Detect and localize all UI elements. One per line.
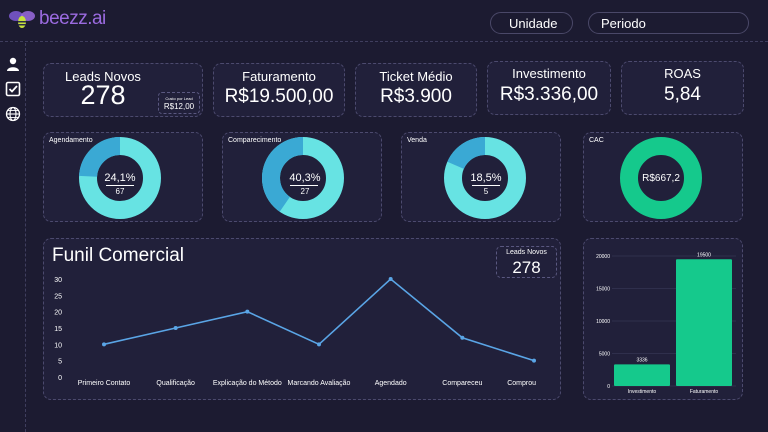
custo-por-lead-box: Custo por Lead R$12,00 bbox=[158, 92, 200, 114]
donut-slice[interactable] bbox=[79, 137, 161, 219]
donut-title: Agendamento bbox=[49, 137, 93, 144]
periodo-filter[interactable]: Periodo bbox=[588, 12, 749, 34]
donut-pct: 40,3% bbox=[289, 172, 321, 184]
funnel-data-point[interactable] bbox=[460, 335, 465, 340]
funnel-data-point[interactable] bbox=[102, 342, 106, 347]
unidade-filter[interactable]: Unidade bbox=[490, 12, 573, 34]
brand-name: beezz.ai bbox=[39, 8, 106, 29]
donut-divider bbox=[290, 185, 318, 186]
donut-card-venda: Venda 18,5% 5 bbox=[401, 132, 561, 222]
y-tick-label: 0 bbox=[58, 375, 62, 382]
kpi-investimento-card: Investimento R$3.336,00 bbox=[487, 61, 611, 115]
y-tick-label: 5 bbox=[58, 359, 62, 366]
bar[interactable] bbox=[614, 364, 670, 386]
donut-pct: 24,1% bbox=[104, 172, 136, 184]
kpi-faturamento-title: Faturamento bbox=[242, 69, 316, 84]
bar-chart-card: 0 5000 10000 15000 20000 3336 Investimento 1950… bbox=[583, 238, 743, 400]
checklist-icon[interactable] bbox=[5, 81, 21, 97]
kpi-roas-title: ROAS bbox=[664, 66, 701, 81]
funnel-data-point[interactable] bbox=[245, 309, 250, 314]
bee-logo-icon bbox=[9, 11, 35, 28]
donut-count: 67 bbox=[115, 187, 125, 196]
y-tick-label: 5000 bbox=[599, 352, 610, 358]
y-tick-label: 15 bbox=[54, 326, 62, 333]
donut-slice[interactable] bbox=[444, 137, 526, 219]
y-tick-label: 10000 bbox=[596, 319, 610, 325]
kpi-ticket-title: Ticket Médio bbox=[379, 69, 453, 84]
donut-chart-agendamento bbox=[79, 137, 161, 219]
x-tick-label: Agendado bbox=[375, 380, 407, 387]
donut-title: Comparecimento bbox=[228, 137, 282, 144]
unidade-label: Unidade bbox=[509, 15, 558, 31]
donut-chart-venda bbox=[444, 137, 526, 219]
x-tick-label: Investimento bbox=[628, 389, 657, 395]
kpi-investimento-title: Investimento bbox=[512, 66, 586, 81]
y-tick-label: 20000 bbox=[596, 254, 610, 260]
kpi-leads-card: Leads Novos 278 Custo por Lead R$12,00 bbox=[43, 63, 203, 117]
kpi-ticket-value: R$3.900 bbox=[380, 86, 452, 107]
kpi-leads-value: 278 bbox=[80, 80, 126, 110]
y-tick-label: 0 bbox=[607, 384, 610, 390]
y-tick-label: 20 bbox=[54, 310, 62, 317]
funnel-data-point[interactable] bbox=[388, 277, 393, 281]
kpi-ticket-card: Ticket Médio R$3.900 bbox=[355, 63, 477, 117]
donut-card-comparecimento: Comparecimento 40,3% 27 bbox=[222, 132, 382, 222]
y-tick-label: 10 bbox=[54, 342, 62, 349]
donut-ring bbox=[620, 137, 702, 219]
y-tick-label: 15000 bbox=[596, 287, 610, 293]
investimento-faturamento-bar-chart: 0 5000 10000 15000 20000 3336 Investimento 1950… bbox=[596, 252, 736, 395]
funnel-card: Funil Comercial Leads Novos 278 0 5 10 15 20… bbox=[43, 238, 561, 400]
donut-chart-cac bbox=[620, 137, 702, 219]
x-tick-label: Marcando Avaliação bbox=[288, 380, 351, 387]
donut-title: CAC bbox=[589, 137, 604, 144]
bar-value-label: 19500 bbox=[697, 252, 711, 258]
donut-card-cac: CAC R$667,2 bbox=[583, 132, 743, 222]
globe-icon[interactable] bbox=[5, 106, 21, 122]
x-tick-label: Primeiro Contato bbox=[78, 380, 131, 387]
kpi-faturamento-card: Faturamento R$19.500,00 bbox=[213, 63, 345, 117]
kpi-faturamento-value: R$19.500,00 bbox=[224, 86, 334, 107]
funnel-data-point[interactable] bbox=[173, 326, 178, 330]
donut-card-agendamento: Agendamento 24,1% 67 bbox=[43, 132, 203, 222]
donut-title: Venda bbox=[407, 137, 427, 144]
funnel-leads-badge: Leads Novos 278 bbox=[496, 246, 557, 278]
donut-slice[interactable] bbox=[262, 137, 344, 219]
x-tick-label: Faturamento bbox=[690, 389, 719, 395]
donut-pct: R$667,2 bbox=[642, 173, 680, 184]
sidebar bbox=[0, 43, 26, 432]
donut-pct: 18,5% bbox=[470, 172, 502, 184]
funnel-badge-value: 278 bbox=[512, 258, 541, 277]
kpi-investimento-value: R$3.336,00 bbox=[499, 84, 599, 105]
funnel-line-series bbox=[103, 277, 535, 362]
donut-count: 5 bbox=[483, 187, 489, 196]
donut-divider bbox=[472, 185, 500, 186]
user-icon[interactable] bbox=[5, 56, 21, 72]
x-tick-label: Compareceu bbox=[442, 380, 482, 387]
funnel-data-point[interactable] bbox=[317, 342, 321, 347]
bar[interactable] bbox=[676, 259, 732, 386]
x-tick-label: Explicação do Método bbox=[213, 380, 282, 387]
custo-por-lead-value: R$12,00 bbox=[163, 102, 195, 111]
donut-chart-comparecimento bbox=[262, 137, 344, 219]
donut-divider bbox=[106, 185, 134, 186]
kpi-roas-card: ROAS 5,84 bbox=[621, 61, 744, 115]
kpi-leads-title: Leads Novos bbox=[65, 69, 141, 84]
y-tick-label: 25 bbox=[54, 293, 62, 300]
custo-por-lead-label: Custo por Lead bbox=[165, 96, 193, 101]
funnel-title: Funil Comercial bbox=[52, 245, 184, 266]
periodo-label: Periodo bbox=[601, 15, 646, 31]
funnel-data-point[interactable] bbox=[532, 358, 536, 363]
funnel-badge-label: Leads Novos bbox=[506, 249, 547, 256]
top-bar: beezz.ai Unidade Periodo bbox=[0, 0, 768, 42]
donut-count: 27 bbox=[300, 187, 310, 196]
y-tick-label: 30 bbox=[54, 277, 62, 284]
bar-value-label: 3336 bbox=[636, 357, 647, 363]
kpi-roas-value: 5,84 bbox=[664, 84, 701, 105]
brand-logo[interactable]: beezz.ai bbox=[8, 8, 106, 30]
x-tick-label: Comprou bbox=[507, 380, 536, 387]
funnel-line-chart: 0 5 10 15 20 25 30 Primeiro Contato Qualificação… bbox=[54, 277, 536, 387]
x-tick-label: Qualificação bbox=[156, 380, 195, 387]
